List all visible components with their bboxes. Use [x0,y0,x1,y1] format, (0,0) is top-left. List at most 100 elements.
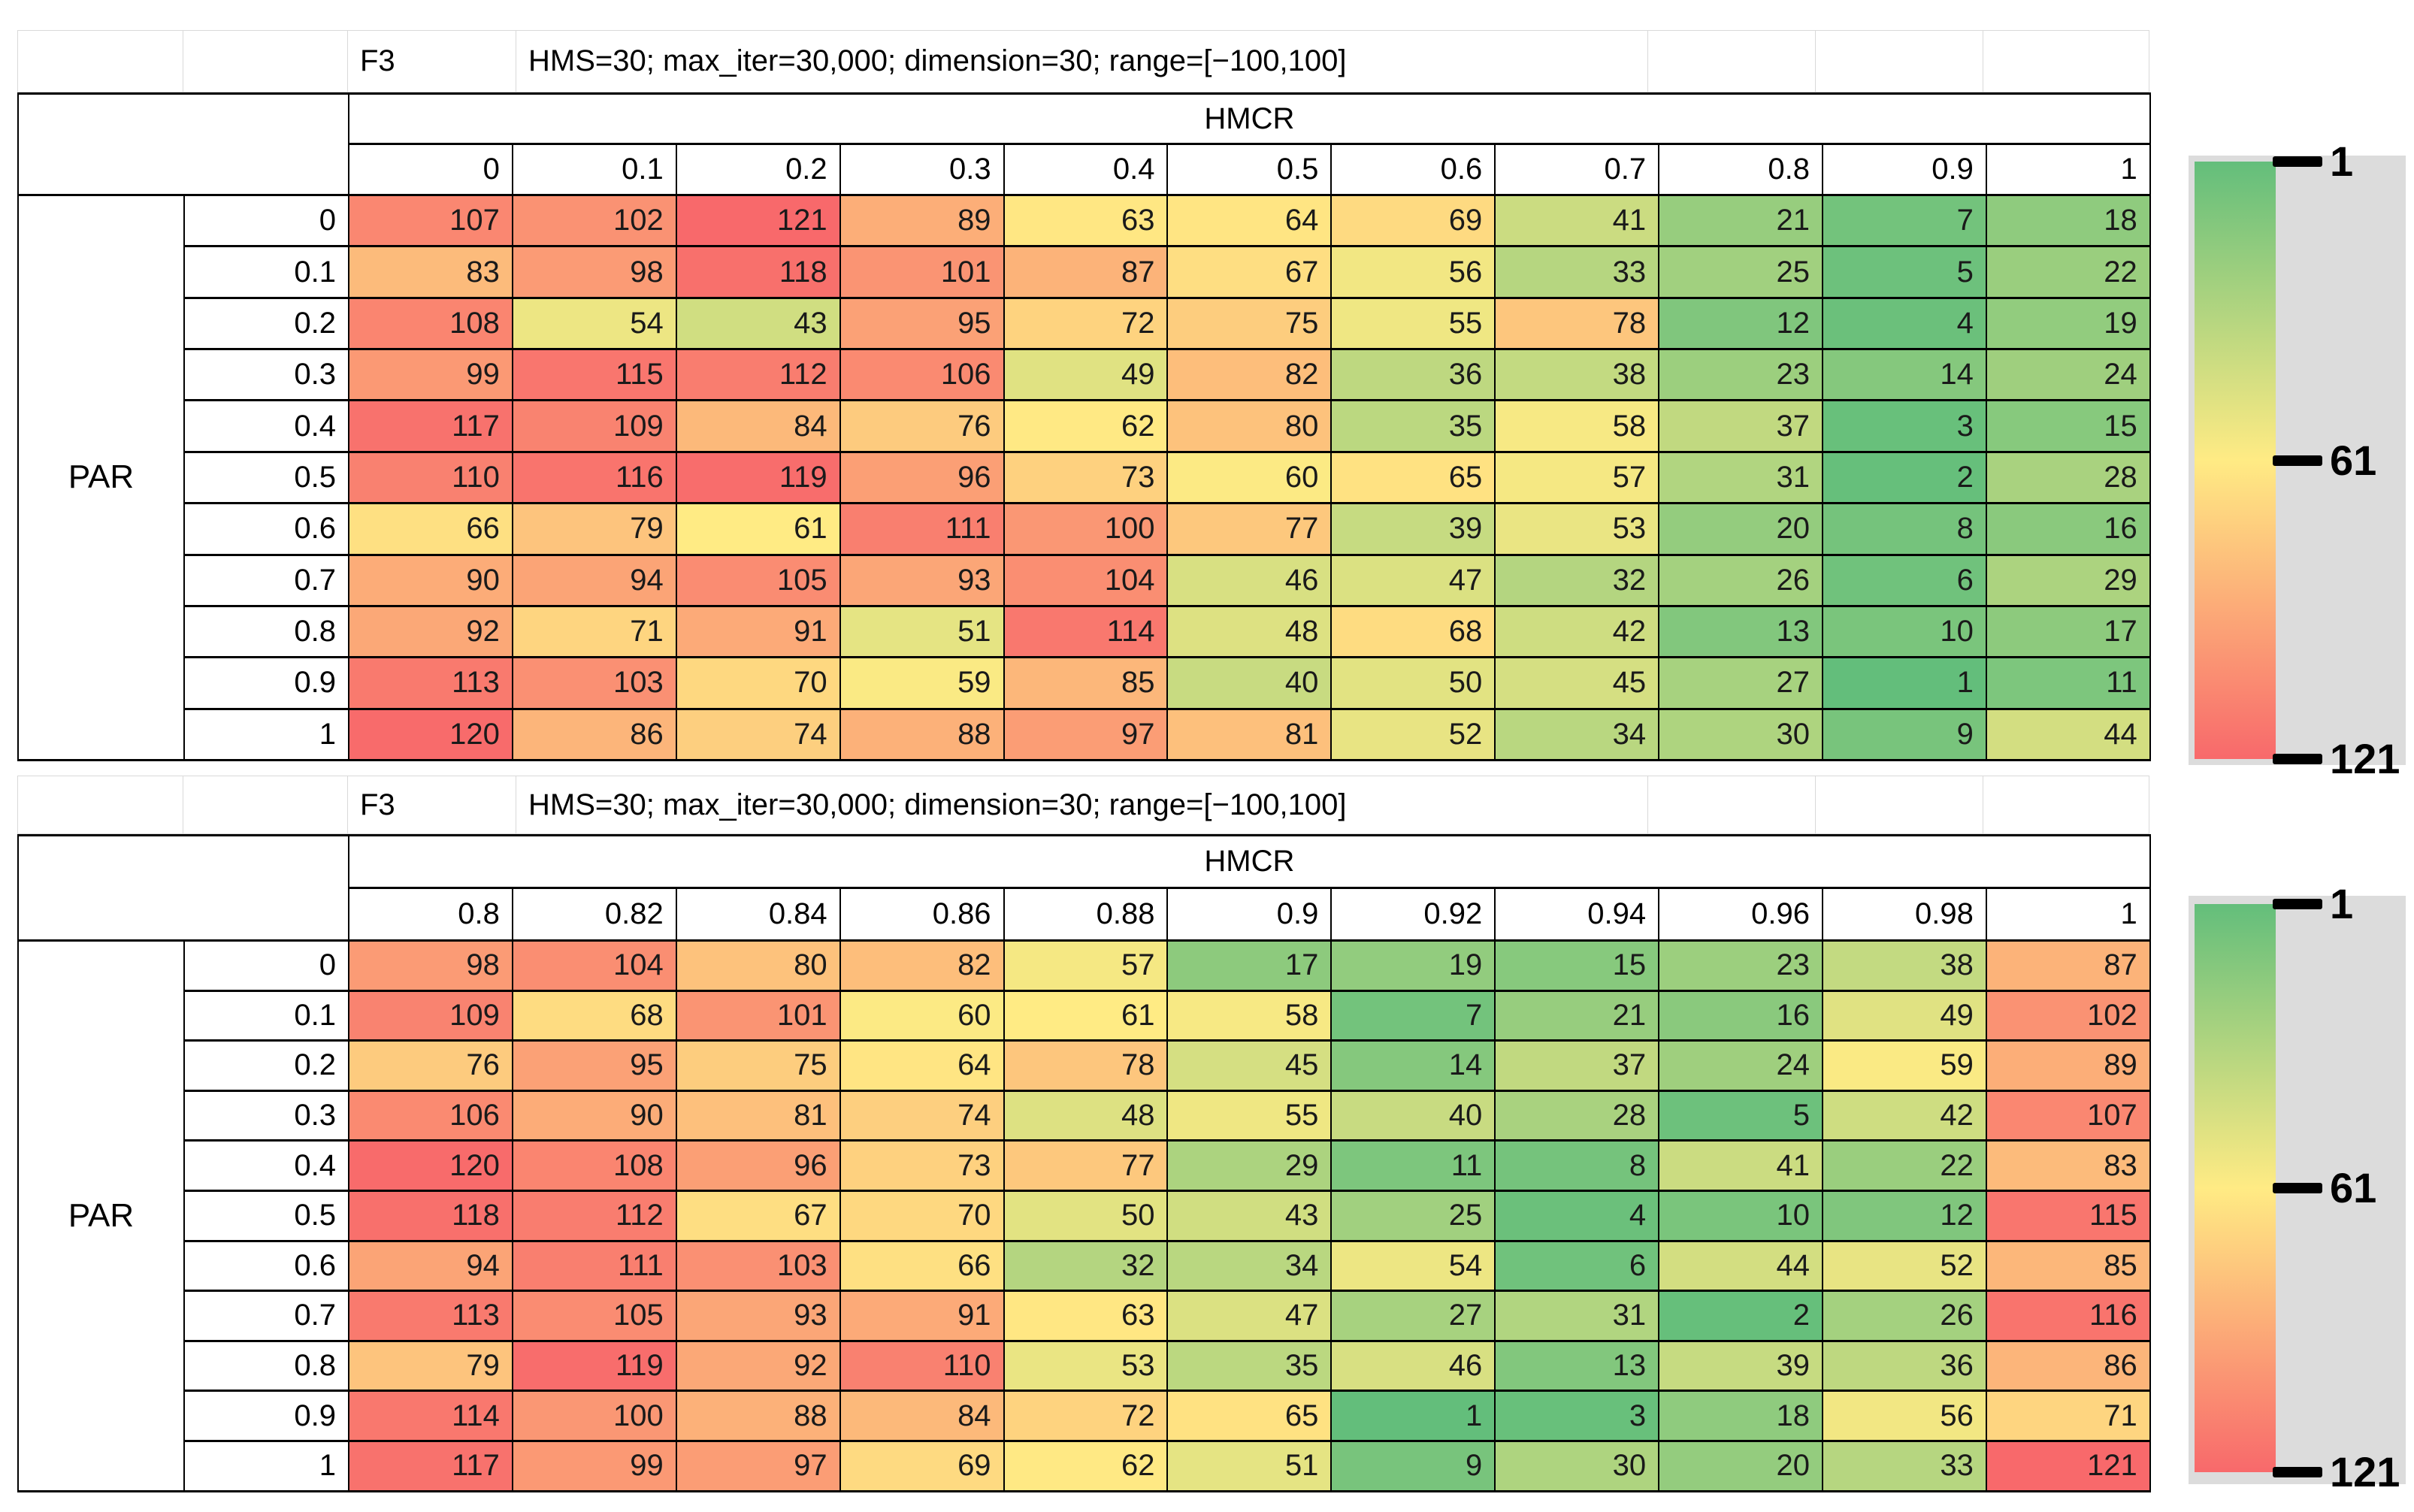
heatmap-cell[interactable]: 58 [1494,399,1660,453]
row-header-cell[interactable]: 0.3 [183,348,349,402]
heatmap-cell[interactable]: 91 [675,604,841,659]
heatmap-cell[interactable]: 99 [348,348,513,402]
heatmap-cell[interactable]: 30 [1658,707,1824,761]
spreadsheet-cell[interactable] [17,776,183,834]
heatmap-cell[interactable]: 28 [1985,450,2151,505]
row-header-cell[interactable]: 0.4 [183,399,349,453]
heatmap-cell[interactable]: 23 [1658,348,1824,402]
row-header-cell[interactable]: 0.8 [183,604,349,659]
heatmap-cell[interactable]: 35 [1330,399,1496,453]
heatmap-cell[interactable]: 32 [1003,1239,1169,1293]
heatmap-cell[interactable]: 89 [839,193,1005,248]
heatmap-cell[interactable]: 84 [839,1390,1005,1442]
heatmap-cell[interactable]: 10 [1658,1189,1824,1242]
row-header-cell[interactable]: 0.9 [183,1390,349,1442]
heatmap-cell[interactable]: 13 [1494,1339,1660,1393]
heatmap-cell[interactable]: 55 [1166,1089,1333,1142]
heatmap-cell[interactable]: 9 [1822,707,1987,761]
heatmap-cell[interactable]: 95 [511,1039,677,1092]
heatmap-cell[interactable]: 90 [348,553,513,607]
heatmap-cell[interactable]: 41 [1494,193,1660,248]
row-header-cell[interactable]: 0.2 [183,296,349,351]
heatmap-cell[interactable]: 96 [675,1139,841,1192]
heatmap-cell[interactable]: 120 [348,1139,513,1192]
heatmap-cell[interactable]: 114 [1003,604,1169,659]
heatmap-cell[interactable]: 34 [1166,1239,1333,1293]
heatmap-cell[interactable]: 105 [511,1290,677,1342]
heatmap-cell[interactable]: 121 [1985,1439,2151,1492]
heatmap-cell[interactable]: 81 [675,1089,841,1142]
heatmap-cell[interactable]: 82 [1166,348,1333,402]
heatmap-cell[interactable]: 52 [1822,1239,1987,1293]
col-header-cell[interactable]: 1 [1985,143,2151,196]
heatmap-cell[interactable]: 34 [1494,707,1660,761]
heatmap-cell[interactable]: 57 [1003,939,1169,992]
heatmap-cell[interactable]: 71 [1985,1390,2151,1442]
heatmap-cell[interactable]: 70 [839,1189,1005,1242]
heatmap-cell[interactable]: 47 [1166,1290,1333,1342]
heatmap-cell[interactable]: 6 [1822,553,1987,607]
heatmap-cell[interactable]: 40 [1330,1089,1496,1142]
heatmap-cell[interactable]: 32 [1494,553,1660,607]
function-label-cell[interactable]: F3 [348,776,516,834]
heatmap-cell[interactable]: 21 [1658,193,1824,248]
heatmap-cell[interactable]: 107 [348,193,513,248]
heatmap-cell[interactable]: 75 [1166,296,1333,351]
heatmap-cell[interactable]: 36 [1822,1339,1987,1393]
heatmap-cell[interactable]: 54 [511,296,677,351]
col-header-cell[interactable]: 0.6 [1330,143,1496,196]
heatmap-cell[interactable]: 109 [348,989,513,1042]
heatmap-cell[interactable]: 78 [1003,1039,1169,1092]
heatmap-cell[interactable]: 5 [1822,245,1987,299]
heatmap-cell[interactable]: 1 [1330,1390,1496,1442]
heatmap-cell[interactable]: 37 [1494,1039,1660,1092]
heatmap-cell[interactable]: 4 [1494,1189,1660,1242]
heatmap-cell[interactable]: 61 [675,502,841,556]
col-header-cell[interactable]: 0.1 [511,143,677,196]
heatmap-cell[interactable]: 54 [1330,1239,1496,1293]
heatmap-cell[interactable]: 15 [1985,399,2151,453]
heatmap-cell[interactable]: 73 [839,1139,1005,1192]
spreadsheet-cell[interactable] [1983,776,2149,834]
row-header-cell[interactable]: 0.1 [183,245,349,299]
heatmap-cell[interactable]: 48 [1003,1089,1169,1142]
heatmap-cell[interactable]: 55 [1330,296,1496,351]
heatmap-cell[interactable]: 7 [1822,193,1987,248]
heatmap-cell[interactable]: 7 [1330,989,1496,1042]
parameters-cell[interactable]: HMS=30; max_iter=30,000; dimension=30; r… [516,776,1648,834]
spreadsheet-cell[interactable] [183,30,348,92]
heatmap-cell[interactable]: 72 [1003,1390,1169,1442]
heatmap-cell[interactable]: 30 [1494,1439,1660,1492]
heatmap-cell[interactable]: 80 [1166,399,1333,453]
col-header-cell[interactable]: 0.9 [1166,887,1333,942]
heatmap-cell[interactable]: 42 [1494,604,1660,659]
heatmap-cell[interactable]: 104 [1003,553,1169,607]
col-header-cell[interactable]: 0.9 [1822,143,1987,196]
heatmap-cell[interactable]: 43 [1166,1189,1333,1242]
heatmap-cell[interactable]: 62 [1003,399,1169,453]
heatmap-cell[interactable]: 35 [1166,1339,1333,1393]
row-header-cell[interactable]: 0.8 [183,1339,349,1393]
heatmap-cell[interactable]: 31 [1494,1290,1660,1342]
heatmap-cell[interactable]: 22 [1822,1139,1987,1192]
heatmap-cell[interactable]: 18 [1985,193,2151,248]
heatmap-cell[interactable]: 53 [1494,502,1660,556]
heatmap-cell[interactable]: 16 [1658,989,1824,1042]
heatmap-cell[interactable]: 59 [839,656,1005,710]
heatmap-cell[interactable]: 51 [1166,1439,1333,1492]
function-label-cell[interactable]: F3 [348,30,516,92]
heatmap-cell[interactable]: 64 [1166,193,1333,248]
heatmap-cell[interactable]: 72 [1003,296,1169,351]
heatmap-cell[interactable]: 79 [511,502,677,556]
heatmap-cell[interactable]: 90 [511,1089,677,1142]
col-header-cell[interactable]: 0.98 [1822,887,1987,942]
heatmap-cell[interactable]: 120 [348,707,513,761]
heatmap-cell[interactable]: 51 [839,604,1005,659]
heatmap-cell[interactable]: 111 [839,502,1005,556]
heatmap-cell[interactable]: 79 [348,1339,513,1393]
heatmap-cell[interactable]: 116 [1985,1290,2151,1342]
heatmap-cell[interactable]: 64 [839,1039,1005,1092]
heatmap-cell[interactable]: 27 [1330,1290,1496,1342]
heatmap-cell[interactable]: 26 [1658,553,1824,607]
heatmap-cell[interactable]: 28 [1494,1089,1660,1142]
